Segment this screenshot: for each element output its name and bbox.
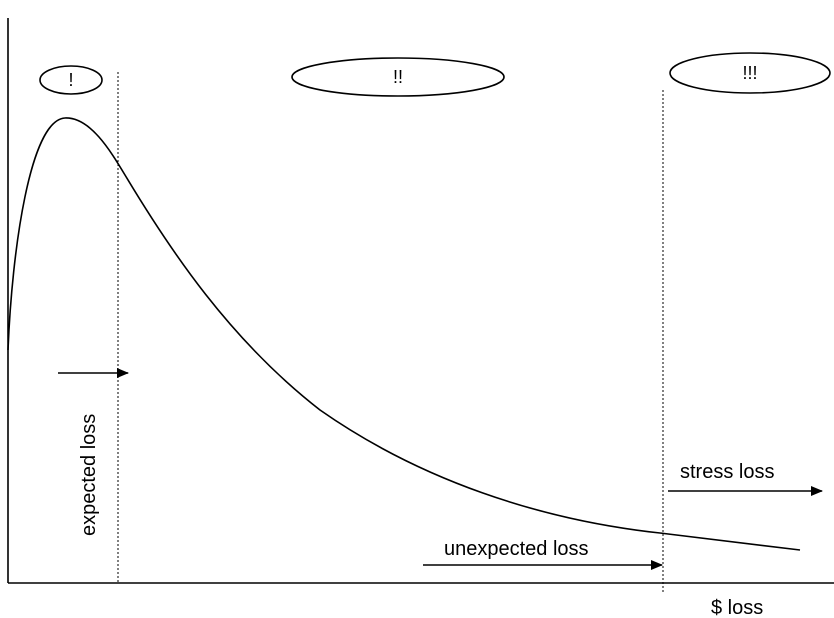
zone-ellipse-3 bbox=[669, 52, 831, 94]
zone-badge-3: !!! bbox=[669, 52, 831, 94]
zone-badge-1: ! bbox=[39, 65, 103, 95]
zone-label-1: ! bbox=[68, 70, 73, 90]
stress-loss-label: stress loss bbox=[680, 461, 774, 483]
zone-label-2: !! bbox=[393, 67, 403, 87]
unexpected-loss-label: unexpected loss bbox=[444, 538, 589, 560]
expected-loss-label: expected loss bbox=[78, 414, 100, 536]
zone-ellipse-1 bbox=[39, 65, 103, 95]
x-axis-label: $ loss bbox=[711, 597, 763, 618]
zone-label-3: !!! bbox=[742, 63, 757, 83]
loss-distribution-curve bbox=[7, 117, 801, 551]
zone-ellipse-2 bbox=[291, 57, 505, 97]
zone-badge-2: !! bbox=[291, 57, 505, 97]
